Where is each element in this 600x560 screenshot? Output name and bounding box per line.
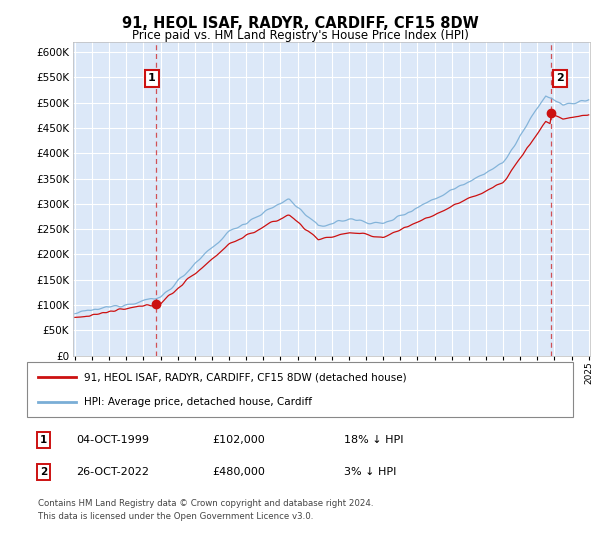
Text: 2: 2 [40, 467, 47, 477]
Text: HPI: Average price, detached house, Cardiff: HPI: Average price, detached house, Card… [85, 398, 313, 407]
Text: 91, HEOL ISAF, RADYR, CARDIFF, CF15 8DW: 91, HEOL ISAF, RADYR, CARDIFF, CF15 8DW [122, 16, 478, 31]
Text: 91, HEOL ISAF, RADYR, CARDIFF, CF15 8DW (detached house): 91, HEOL ISAF, RADYR, CARDIFF, CF15 8DW … [85, 372, 407, 382]
Text: Contains HM Land Registry data © Crown copyright and database right 2024.
This d: Contains HM Land Registry data © Crown c… [38, 499, 373, 521]
Text: 1: 1 [40, 435, 47, 445]
Text: 3% ↓ HPI: 3% ↓ HPI [344, 467, 396, 477]
Text: 26-OCT-2022: 26-OCT-2022 [76, 467, 149, 477]
Text: £102,000: £102,000 [212, 435, 265, 445]
Text: 18% ↓ HPI: 18% ↓ HPI [344, 435, 403, 445]
Text: 04-OCT-1999: 04-OCT-1999 [76, 435, 149, 445]
FancyBboxPatch shape [27, 362, 573, 417]
Text: Price paid vs. HM Land Registry's House Price Index (HPI): Price paid vs. HM Land Registry's House … [131, 29, 469, 42]
Text: 2: 2 [556, 73, 564, 83]
Text: £480,000: £480,000 [212, 467, 266, 477]
Text: 1: 1 [148, 73, 156, 83]
